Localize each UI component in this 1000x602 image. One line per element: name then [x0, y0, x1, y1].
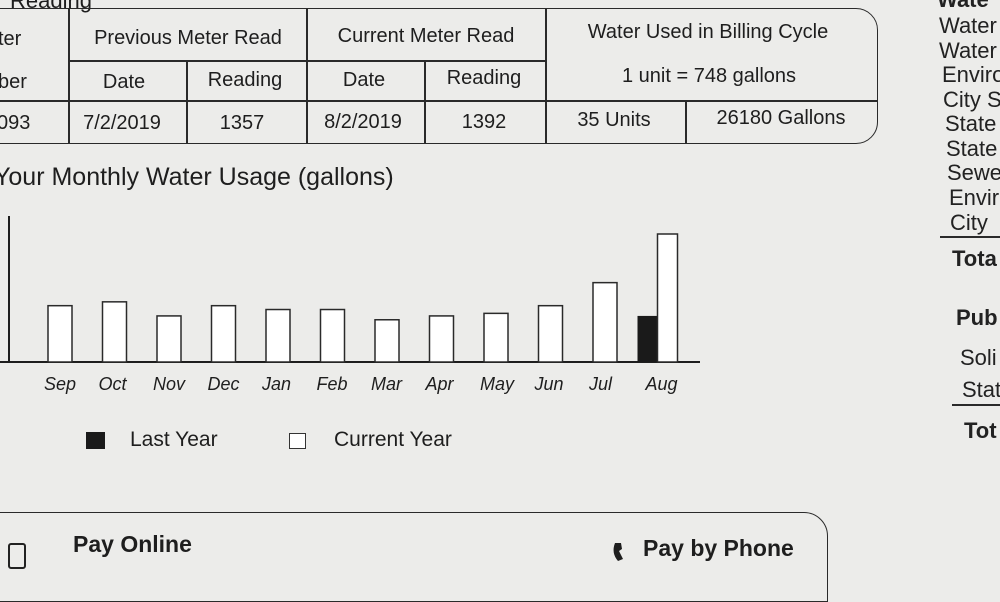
bar-current-year-jan [265, 308, 291, 363]
month-label-feb: Feb [317, 374, 348, 394]
bar-current-year-nov [156, 315, 182, 363]
meter-number-header: ber [0, 71, 27, 93]
charge-line: Stat [962, 377, 1000, 402]
previous-date-value: 7/2/2019 [83, 112, 161, 134]
bar-current-year-sep [47, 304, 73, 363]
bar-current-year-jul [592, 281, 618, 363]
month-label-mar: Mar [371, 374, 403, 394]
bar-current-year-mar [374, 319, 400, 363]
total-label: Tot [964, 418, 997, 443]
table-divider [685, 100, 687, 144]
charge-line: City S [943, 87, 1000, 112]
charge-line: City [950, 210, 988, 235]
month-label-aug: Aug [645, 374, 678, 394]
charge-line: Water [939, 13, 997, 38]
subtotal-divider [952, 404, 1000, 406]
table-divider [0, 100, 878, 102]
current-date-label: Date [342, 69, 386, 91]
section-heading-public: Pub [956, 305, 998, 330]
bar-current-year-oct [101, 301, 128, 363]
current-date-value: 8/2/2019 [324, 111, 402, 133]
charge-line: Enviro [942, 62, 1000, 87]
charge-line: State [946, 136, 998, 161]
pay-online-label[interactable]: Pay Online [73, 531, 192, 557]
right-column-heading: Wate [937, 0, 989, 11]
legend-current-year-swatch [289, 433, 306, 449]
subtotal-divider [940, 236, 1000, 238]
bar-current-year-apr [428, 315, 455, 363]
month-label-nov: Nov [153, 374, 186, 394]
charge-line: Sewe [947, 160, 1000, 185]
current-read-header: Current Meter Read [337, 25, 515, 47]
computer-icon [8, 543, 26, 569]
month-label-jun: Jun [534, 374, 564, 394]
chart-title: Your Monthly Water Usage (gallons) [0, 163, 394, 191]
table-divider [306, 8, 308, 144]
pay-by-phone-label[interactable]: Pay by Phone [643, 535, 794, 561]
legend-current-year-label: Current Year [334, 428, 452, 451]
bar-current-year-jun [537, 304, 564, 363]
table-divider [424, 60, 426, 144]
month-label-dec: Dec [208, 374, 240, 394]
meter-number-header: ter [0, 28, 22, 50]
legend-last-year-label: Last Year [130, 428, 218, 451]
current-reading-label: Reading [446, 67, 522, 89]
bar-current-year-may [483, 312, 509, 363]
unit-conversion-note: 1 unit = 748 gallons [621, 65, 797, 87]
previous-read-header: Previous Meter Read [94, 27, 282, 49]
bar-current-year-feb [319, 308, 346, 363]
bar-last-year-aug [637, 315, 658, 362]
water-used-header: Water Used in Billing Cycle [587, 21, 829, 43]
units-used-value: 35 Units [577, 109, 651, 131]
table-divider [186, 60, 188, 144]
table-divider [545, 8, 547, 144]
current-reading-value: 1392 [461, 111, 507, 133]
month-label-oct: Oct [99, 374, 128, 394]
previous-date-label: Date [102, 71, 146, 93]
month-label-sep: Sep [44, 374, 76, 394]
charge-line: Soli [960, 345, 997, 370]
month-label-may: May [480, 374, 515, 394]
table-divider [68, 8, 70, 144]
legend-last-year-swatch [86, 432, 105, 449]
gallons-used-value: 26180 Gallons [716, 107, 846, 129]
bar-current-year-dec [210, 304, 237, 363]
charge-line: State [945, 111, 997, 136]
month-label-jul: Jul [588, 374, 613, 394]
previous-reading-label: Reading [207, 69, 283, 91]
meter-number-value: 093 [0, 112, 31, 134]
usage-bar-chart: Sep Oct Nov Dec Jan Feb Mar Apr May Jun Jul Aug [0, 216, 700, 394]
bar-current-year-aug [656, 233, 679, 363]
month-label-jan: Jan [261, 374, 291, 394]
previous-reading-value: 1357 [219, 112, 265, 134]
month-label-apr: Apr [425, 374, 455, 394]
section-heading: Reading [10, 0, 92, 13]
meter-reading-table [0, 8, 878, 144]
charge-line: Water [939, 38, 997, 63]
charge-line: Envir [949, 185, 1000, 210]
phone-icon [613, 543, 623, 561]
total-label: Tota [952, 246, 997, 271]
